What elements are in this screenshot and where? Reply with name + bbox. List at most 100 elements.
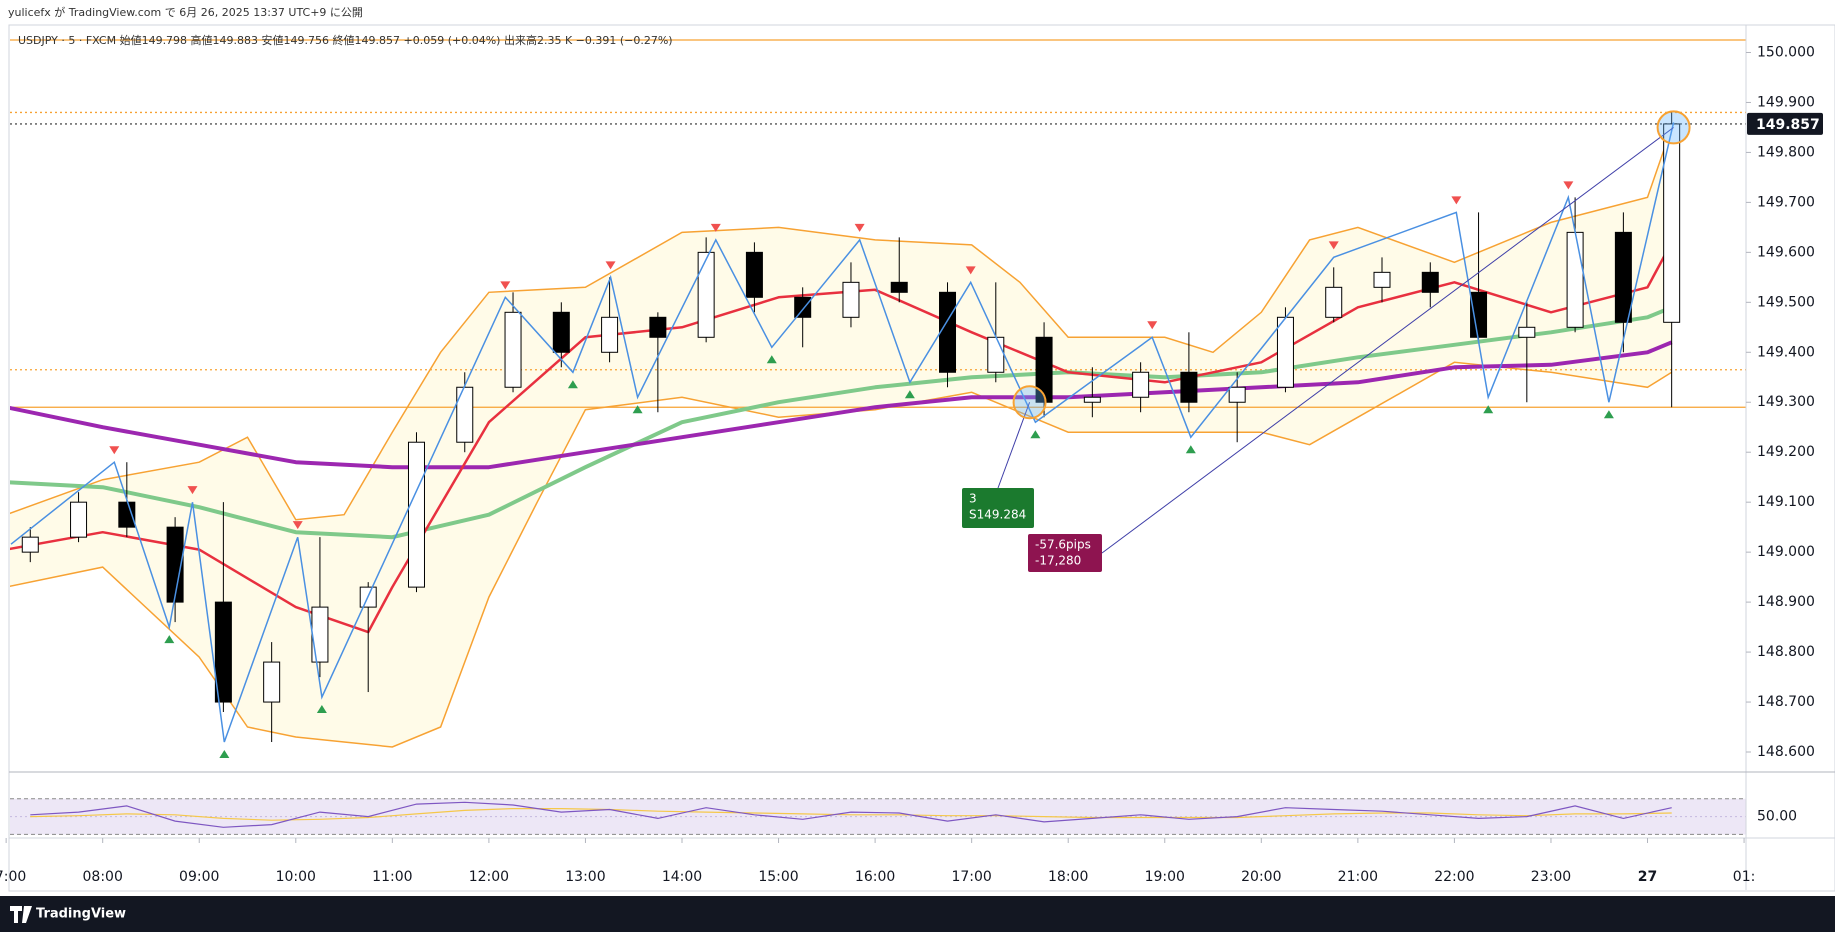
band-upper xyxy=(10,127,1673,521)
pivot-low xyxy=(1603,410,1614,419)
pivot-low xyxy=(904,390,915,399)
pivot-low xyxy=(164,635,175,644)
candle-body xyxy=(1180,371,1198,403)
footer-logo xyxy=(10,906,32,923)
rsi-tick-label: 50.00 xyxy=(1757,809,1797,825)
annotation-box xyxy=(1028,534,1102,572)
x-tick-label: 22:00 xyxy=(1434,869,1474,885)
candle-body xyxy=(794,296,812,318)
y-tick-label: 150.000 xyxy=(1757,44,1815,60)
pivot-low xyxy=(632,405,643,414)
x-tick-label: 20:00 xyxy=(1241,869,1281,885)
current-price-box xyxy=(1747,112,1823,135)
pivot-low xyxy=(567,380,578,389)
candle-body xyxy=(649,316,667,338)
moving-average xyxy=(10,305,1673,540)
candle-body xyxy=(1470,291,1488,338)
pivot-low xyxy=(1030,430,1041,439)
pivot-high xyxy=(854,223,865,232)
pivot-low xyxy=(219,750,230,759)
header-bar xyxy=(0,0,1835,24)
y-tick-label: 149.900 xyxy=(1757,94,1815,110)
annotation-point xyxy=(1012,385,1047,420)
x-tick-label: 11:00 xyxy=(372,869,412,885)
pivot-high xyxy=(965,266,976,275)
y-tick-label: 149.600 xyxy=(1757,244,1815,260)
moving-average xyxy=(10,340,1673,470)
annotation-text: -57.6pips xyxy=(1035,538,1091,552)
x-tick-label: 14:00 xyxy=(662,869,702,885)
y-tick-label: 149.400 xyxy=(1757,344,1815,360)
candle-body xyxy=(1083,396,1101,403)
candle-body xyxy=(890,281,908,293)
legend-text: USDJPY · 5 · FXCM 始値149.798 高値149.883 安値… xyxy=(18,33,673,47)
pivot-high xyxy=(1328,241,1339,250)
candle-body xyxy=(504,311,522,388)
pivot-high xyxy=(1451,196,1462,205)
candle-body xyxy=(1132,371,1150,398)
candle-body xyxy=(1373,271,1391,288)
pivot-low xyxy=(1483,405,1494,414)
x-tick-label: 08:00 xyxy=(83,869,123,885)
pivot-high xyxy=(292,521,303,530)
candle-body xyxy=(601,316,619,353)
x-tick-label: 12:00 xyxy=(469,869,509,885)
annotation-text: -17,280 xyxy=(1035,554,1081,568)
footer-bar xyxy=(0,896,1835,932)
candle-body xyxy=(311,606,329,663)
candle-body xyxy=(70,501,88,538)
rsi-line xyxy=(30,801,1672,828)
y-tick-label: 149.200 xyxy=(1757,444,1815,460)
candle-body xyxy=(456,386,474,443)
candle-body xyxy=(745,251,763,298)
x-tick-label: 09:00 xyxy=(179,869,219,885)
y-tick-label: 149.300 xyxy=(1757,394,1815,410)
candle-body xyxy=(1566,231,1584,328)
zigzag xyxy=(10,122,1675,743)
x-tick-label: 27 xyxy=(1638,869,1657,885)
annotation-connector xyxy=(1101,127,1674,554)
axes: 148.600 148.700 148.800 148.900 149.000 149.1… xyxy=(0,25,1835,890)
candle-body xyxy=(263,661,281,703)
band-fill xyxy=(10,127,1672,747)
candle-body xyxy=(1325,286,1343,318)
candle-body xyxy=(166,526,184,603)
x-tick-label: 16:00 xyxy=(855,869,895,885)
pivot-high xyxy=(710,223,721,232)
pivot-low xyxy=(766,355,777,364)
y-tick-label: 148.800 xyxy=(1757,644,1815,660)
pivot-high xyxy=(1563,181,1574,190)
annotation-point xyxy=(1656,110,1691,145)
x-tick-label: 19:00 xyxy=(1145,869,1185,885)
annotation-box xyxy=(962,488,1034,528)
pivot-high xyxy=(500,281,511,290)
footer-text: TradingView xyxy=(36,907,126,922)
candle-body xyxy=(939,291,957,373)
candle-body xyxy=(1276,316,1294,388)
candle-body xyxy=(118,501,136,528)
x-tick-label: 07:00 xyxy=(0,869,26,885)
candle-body xyxy=(1035,336,1053,403)
rsi-pane xyxy=(10,798,1746,835)
pivot-high xyxy=(1147,321,1158,330)
candle-body xyxy=(214,601,232,703)
pivot-high xyxy=(187,486,198,495)
candle-body xyxy=(697,251,715,338)
x-tick-label: 17:00 xyxy=(951,869,991,885)
pivot-low xyxy=(316,705,327,714)
annotation-text: 3 xyxy=(969,492,977,506)
x-tick-label: 10:00 xyxy=(276,869,316,885)
x-tick-label: 13:00 xyxy=(565,869,605,885)
candle-body xyxy=(1228,386,1246,403)
pivot-high xyxy=(109,446,120,455)
x-tick-label: 01: xyxy=(1733,869,1756,885)
y-tick-label: 148.700 xyxy=(1757,694,1815,710)
y-tick-label: 148.600 xyxy=(1757,744,1815,760)
y-tick-label: 149.800 xyxy=(1757,144,1815,160)
y-tick-label: 149.500 xyxy=(1757,294,1815,310)
candle-body xyxy=(1518,326,1536,338)
x-tick-label: 21:00 xyxy=(1338,869,1378,885)
y-tick-label: 149.000 xyxy=(1757,544,1815,560)
candle-body xyxy=(987,336,1005,373)
